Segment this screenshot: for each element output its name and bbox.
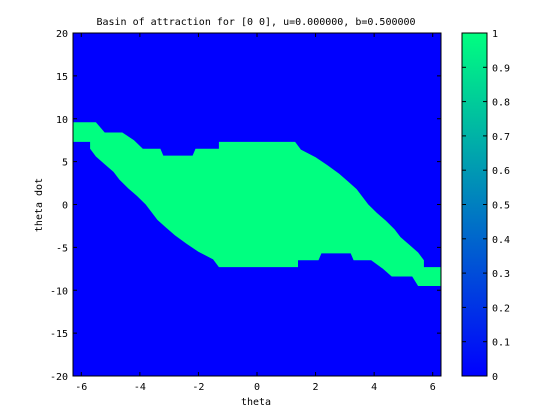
plot-frame <box>72 32 442 377</box>
x-axis-ticks: -6 -4 -2 0 2 4 6 <box>75 33 436 393</box>
chart-title: Basin of attraction for [0 0], u=0.00000… <box>96 17 415 28</box>
y-tick-label: -5 <box>56 243 68 254</box>
colorbar-tick-label: 0.7 <box>492 132 510 143</box>
colorbar-tick-label: 1 <box>492 29 498 40</box>
colorbar-tick-label: 0.6 <box>492 166 510 177</box>
x-tick-label: -6 <box>75 382 87 393</box>
y-tick-label: -10 <box>50 286 68 297</box>
colorbar-tick-label: 0.8 <box>492 98 510 109</box>
y-axis-ticks: 20 15 10 5 0 -5 -10 -15 -20 <box>50 29 441 383</box>
colorbar <box>461 32 488 377</box>
y-tick-label: 15 <box>56 72 68 83</box>
x-tick-label: -2 <box>192 382 204 393</box>
y-tick-label: -15 <box>50 329 68 340</box>
x-tick-label: 4 <box>371 382 377 393</box>
x-tick-label: 6 <box>430 382 436 393</box>
colorbar-tick-label: 0 <box>492 372 498 383</box>
x-tick-label: -4 <box>134 382 146 393</box>
colorbar-tick-label: 0.2 <box>492 303 510 314</box>
y-tick-label: 10 <box>56 115 68 126</box>
x-tick-label: 0 <box>254 382 260 393</box>
basin-region <box>73 122 441 286</box>
y-axis-label: theta dot <box>34 178 45 232</box>
colorbar-ticks: 1 0.9 0.8 0.7 0.6 0.5 0.4 0.3 0.2 0.1 0 <box>462 29 510 383</box>
colorbar-tick-label: 0.9 <box>492 63 510 74</box>
colorbar-tick-label: 0.3 <box>492 269 510 280</box>
colorbar-tick-label: 0.1 <box>492 338 510 349</box>
x-axis-label: theta <box>241 397 271 408</box>
x-tick-label: 2 <box>313 382 319 393</box>
y-tick-label: 0 <box>62 201 68 212</box>
y-tick-label: 5 <box>62 158 68 169</box>
colorbar-tick-label: 0.5 <box>492 201 510 212</box>
colorbar-tick-label: 0.4 <box>492 235 510 246</box>
y-tick-label: 20 <box>56 29 68 40</box>
y-tick-label: -20 <box>50 372 68 383</box>
